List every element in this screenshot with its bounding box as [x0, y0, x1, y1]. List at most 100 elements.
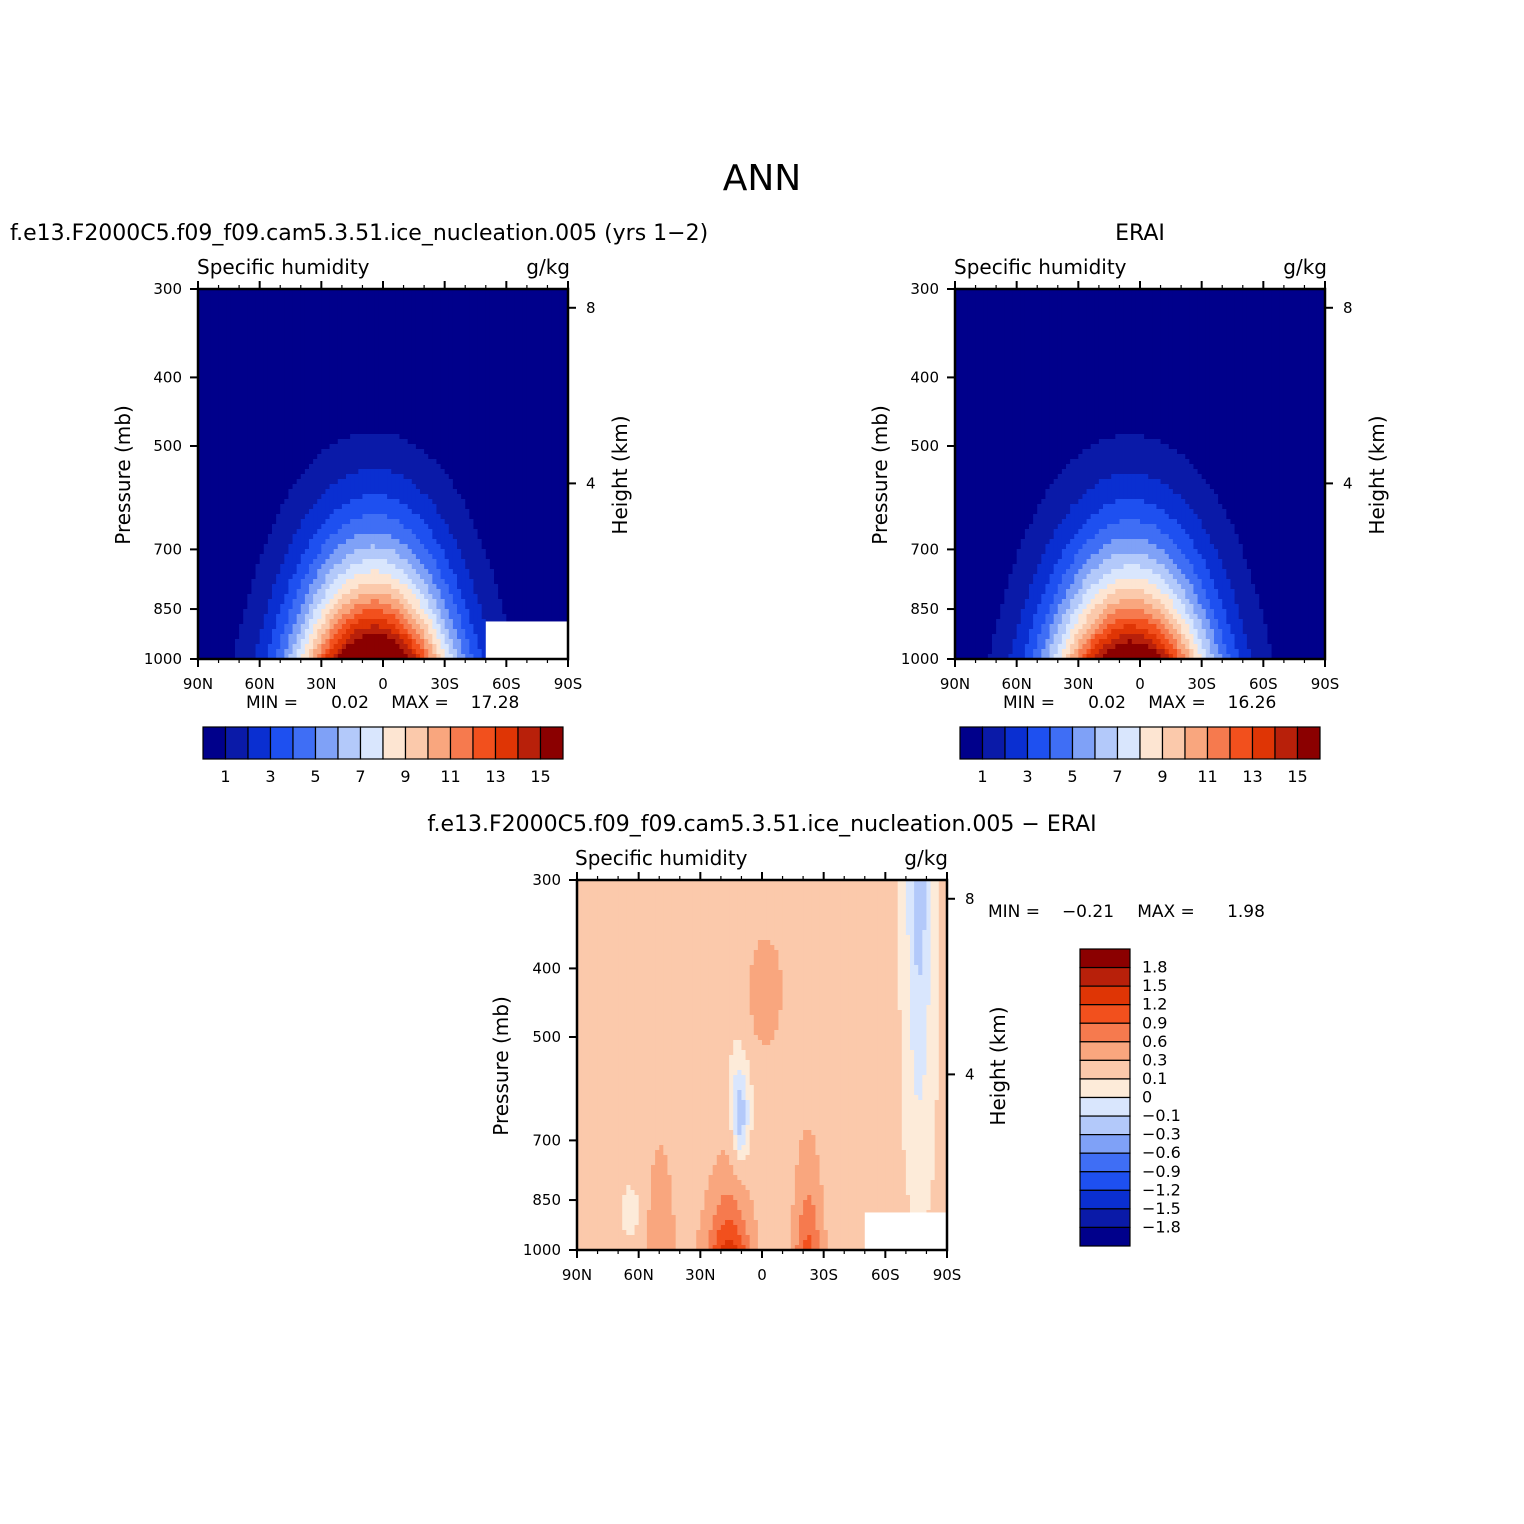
contour-cell — [494, 304, 499, 310]
contour-cell — [333, 469, 339, 475]
contour-cell — [329, 539, 335, 545]
contour-cell — [481, 379, 487, 385]
contour-cell — [535, 429, 540, 435]
contour-cell — [440, 519, 446, 525]
contour-cell — [489, 359, 495, 365]
contour-cell — [341, 329, 347, 335]
contour-cell — [539, 289, 544, 295]
contour-cell — [362, 319, 368, 325]
contour-cell — [518, 534, 524, 540]
contour-cell — [473, 429, 479, 435]
contour-cell — [370, 294, 376, 300]
contour-cell — [448, 514, 454, 520]
contour-cell — [543, 549, 549, 555]
contour-cell — [415, 549, 421, 555]
contour-cell — [202, 549, 207, 555]
contour-cell — [535, 294, 540, 300]
contour-cell — [214, 369, 220, 375]
contour-cell — [304, 564, 310, 570]
contour-cell — [551, 394, 557, 400]
contour-cell — [502, 529, 507, 535]
contour-cell — [424, 519, 429, 525]
contour-cell — [395, 469, 401, 475]
contour-cell — [444, 369, 450, 375]
contour-cell — [272, 314, 277, 320]
contour-cell — [366, 504, 372, 510]
contour-cell — [452, 504, 458, 510]
contour-cell — [218, 354, 224, 360]
contour-cell — [251, 424, 257, 430]
contour-cell — [218, 409, 224, 415]
contour-cell — [555, 379, 561, 385]
contour-cell — [440, 509, 446, 515]
contour-cell — [239, 424, 244, 430]
contour-cell — [440, 399, 446, 405]
contour-cell — [452, 449, 458, 455]
contour-cell — [391, 304, 396, 310]
contour-cell — [214, 479, 220, 485]
contour-cell — [222, 314, 228, 320]
contour-cell — [428, 469, 433, 475]
contour-cell — [383, 519, 388, 525]
contour-cell — [559, 364, 565, 370]
contour-cell — [337, 389, 343, 395]
contour-cell — [559, 544, 565, 550]
contour-cell — [218, 554, 224, 560]
contour-cell — [415, 459, 421, 465]
contour-cell — [498, 539, 503, 545]
contour-cell — [420, 384, 425, 390]
contour-cell — [378, 354, 384, 360]
contour-cell — [350, 519, 355, 525]
contour-cell — [485, 509, 491, 515]
contour-cell — [547, 494, 553, 500]
contour-cell — [535, 559, 540, 565]
contour-cell — [498, 389, 503, 395]
contour-cell — [452, 404, 458, 410]
contour-cell — [202, 464, 207, 470]
contour-cell — [321, 449, 327, 455]
contour-cell — [555, 349, 561, 355]
contour-cell — [346, 419, 351, 425]
contour-cell — [321, 529, 327, 535]
contour-cell — [531, 299, 536, 305]
contour-cell — [280, 474, 285, 480]
contour-cell — [547, 444, 553, 450]
contour-cell — [498, 419, 503, 425]
contour-cell — [485, 469, 491, 475]
contour-cell — [243, 414, 248, 420]
contour-cell — [452, 309, 458, 315]
contour-cell — [436, 434, 442, 440]
contour-cell — [452, 414, 458, 420]
contour-cell — [374, 434, 380, 440]
contour-cell — [424, 414, 429, 420]
contour-cell — [218, 399, 224, 405]
contour-cell — [391, 389, 396, 395]
contour-cell — [280, 314, 285, 320]
contour-cell — [202, 414, 207, 420]
contour-cell — [510, 319, 516, 325]
contour-cell — [374, 314, 380, 320]
contour-cell — [362, 524, 368, 530]
contour-cell — [559, 439, 565, 445]
contour-cell — [543, 449, 549, 455]
contour-cell — [428, 389, 433, 395]
contour-cell — [452, 439, 458, 445]
contour-cell — [280, 544, 285, 550]
contour-cell — [267, 559, 273, 565]
contour-cell — [531, 529, 536, 535]
contour-cell — [300, 529, 306, 535]
contour-cell — [276, 449, 281, 455]
contour-cell — [374, 549, 380, 555]
contour-cell — [494, 494, 499, 500]
contour-cell — [457, 429, 462, 435]
contour-cell — [469, 289, 475, 295]
contour-cell — [514, 349, 520, 355]
contour-cell — [272, 519, 277, 525]
contour-cell — [378, 309, 384, 315]
contour-cell — [210, 349, 216, 355]
contour-cell — [551, 529, 557, 535]
contour-cell — [477, 334, 483, 340]
contour-cell — [202, 479, 207, 485]
contour-cell — [370, 489, 376, 495]
contour-cell — [514, 499, 520, 505]
